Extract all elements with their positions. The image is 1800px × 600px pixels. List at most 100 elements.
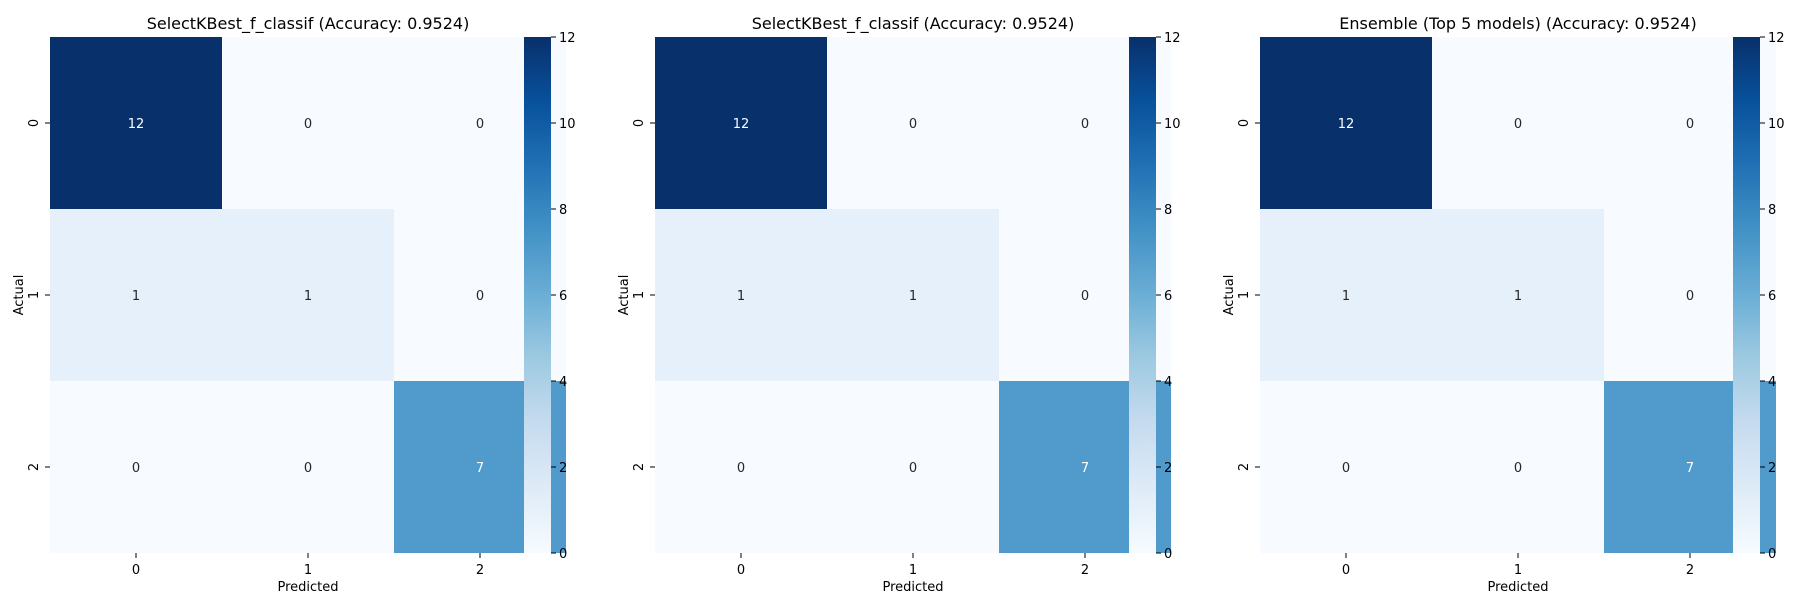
cell-value-label: 0 <box>1686 289 1694 304</box>
colorbar <box>1733 37 1760 553</box>
x-tick-label: 0 <box>132 563 140 578</box>
colorbar-tick-label: 2 <box>559 461 567 476</box>
heatmap-panel-3: Ensemble (Top 5 models) (Accuracy: 0.952… <box>1222 14 1785 595</box>
y-tick-label: 0 <box>1237 119 1252 127</box>
cell-value-label: 7 <box>1686 461 1694 476</box>
colorbar-tick-label: 8 <box>559 203 567 218</box>
heatmap-cell <box>50 381 222 553</box>
cell-value-label: 0 <box>476 117 484 132</box>
colorbar-tick-label: 0 <box>1768 547 1776 562</box>
heatmap-cell <box>1260 37 1432 209</box>
heatmap-panel-1: SelectKBest_f_classif (Accuracy: 0.9524)… <box>12 14 576 595</box>
colorbar <box>524 37 551 553</box>
cell-value-label: 0 <box>1081 289 1089 304</box>
heatmap-cell <box>50 37 222 209</box>
cell-value-label: 0 <box>1686 117 1694 132</box>
cell-value-label: 0 <box>1342 461 1350 476</box>
cell-value-label: 7 <box>1081 461 1089 476</box>
colorbar-tick-label: 10 <box>1164 117 1181 132</box>
colorbar-tick-label: 12 <box>1164 31 1181 46</box>
heatmap-panel-2: SelectKBest_f_classif (Accuracy: 0.9524)… <box>617 14 1181 595</box>
cell-value-label: 0 <box>1514 461 1522 476</box>
heatmap-cell <box>1260 381 1432 553</box>
colorbar-tick-label: 0 <box>1164 547 1172 562</box>
cell-value-label: 0 <box>737 461 745 476</box>
cell-value-label: 0 <box>909 117 917 132</box>
cell-value-label: 0 <box>476 289 484 304</box>
cell-value-label: 7 <box>476 461 484 476</box>
colorbar-tick-label: 2 <box>1768 461 1776 476</box>
chart-title: SelectKBest_f_classif (Accuracy: 0.9524) <box>147 14 470 34</box>
x-axis-label: Predicted <box>882 580 943 595</box>
heatmap-cell <box>1432 37 1604 209</box>
colorbar <box>1129 37 1156 553</box>
x-axis-label: Predicted <box>277 580 338 595</box>
heatmap-cell <box>827 37 999 209</box>
x-tick-label: 1 <box>1514 563 1522 578</box>
colorbar-tick-label: 10 <box>1768 117 1785 132</box>
heatmap-cell <box>655 37 827 209</box>
cell-value-label: 1 <box>1514 289 1522 304</box>
x-tick-label: 0 <box>737 563 745 578</box>
x-tick-label: 2 <box>1081 563 1089 578</box>
x-tick-label: 2 <box>476 563 484 578</box>
x-axis-label: Predicted <box>1487 580 1548 595</box>
cell-value-label: 0 <box>132 461 140 476</box>
y-tick-label: 0 <box>27 119 42 127</box>
cell-value-label: 0 <box>1514 117 1522 132</box>
heatmap-cell <box>222 381 394 553</box>
heatmap-cell <box>1260 209 1432 381</box>
y-tick-label: 2 <box>1237 463 1252 471</box>
x-tick-label: 2 <box>1686 563 1694 578</box>
heatmap-cell <box>1432 209 1604 381</box>
cell-value-label: 1 <box>304 289 312 304</box>
heatmap-cell <box>50 209 222 381</box>
heatmap-cell <box>827 381 999 553</box>
heatmap-cell <box>222 209 394 381</box>
colorbar-tick-label: 6 <box>1164 289 1172 304</box>
colorbar-tick-label: 12 <box>559 31 576 46</box>
colorbar-tick-label: 6 <box>559 289 567 304</box>
y-axis-label: Actual <box>1222 275 1237 316</box>
heatmap-cell <box>222 37 394 209</box>
colorbar-tick-label: 0 <box>559 547 567 562</box>
heatmap-cell <box>1432 381 1604 553</box>
cell-value-label: 12 <box>128 117 145 132</box>
cell-value-label: 0 <box>304 117 312 132</box>
cell-value-label: 0 <box>1081 117 1089 132</box>
cell-value-label: 1 <box>132 289 140 304</box>
colorbar-tick-label: 4 <box>559 375 567 390</box>
chart-title: Ensemble (Top 5 models) (Accuracy: 0.952… <box>1339 14 1696 33</box>
colorbar-tick-label: 12 <box>1768 31 1785 46</box>
heatmap-cell <box>827 209 999 381</box>
y-tick-label: 0 <box>632 119 647 127</box>
cell-value-label: 1 <box>1342 289 1350 304</box>
y-tick-label: 1 <box>1237 291 1252 299</box>
colorbar-tick-label: 2 <box>1164 461 1172 476</box>
colorbar-tick-label: 8 <box>1768 203 1776 218</box>
chart-title: SelectKBest_f_classif (Accuracy: 0.9524) <box>752 14 1075 34</box>
cell-value-label: 0 <box>304 461 312 476</box>
y-axis-label: Actual <box>617 275 632 316</box>
x-tick-label: 1 <box>304 563 312 578</box>
x-tick-label: 0 <box>1342 563 1350 578</box>
cell-value-label: 1 <box>737 289 745 304</box>
colorbar-tick-label: 8 <box>1164 203 1172 218</box>
colorbar-tick-label: 10 <box>559 117 576 132</box>
y-axis-label: Actual <box>12 275 27 316</box>
y-tick-label: 1 <box>632 291 647 299</box>
cell-value-label: 12 <box>1338 117 1355 132</box>
colorbar-tick-label: 4 <box>1164 375 1172 390</box>
cell-value-label: 0 <box>909 461 917 476</box>
y-tick-label: 1 <box>27 291 42 299</box>
colorbar-tick-label: 6 <box>1768 289 1776 304</box>
x-tick-label: 1 <box>909 563 917 578</box>
cell-value-label: 1 <box>909 289 917 304</box>
heatmap-cell <box>655 209 827 381</box>
heatmap-cell <box>655 381 827 553</box>
cell-value-label: 12 <box>733 117 750 132</box>
y-tick-label: 2 <box>632 463 647 471</box>
colorbar-tick-label: 4 <box>1768 375 1776 390</box>
y-tick-label: 2 <box>27 463 42 471</box>
